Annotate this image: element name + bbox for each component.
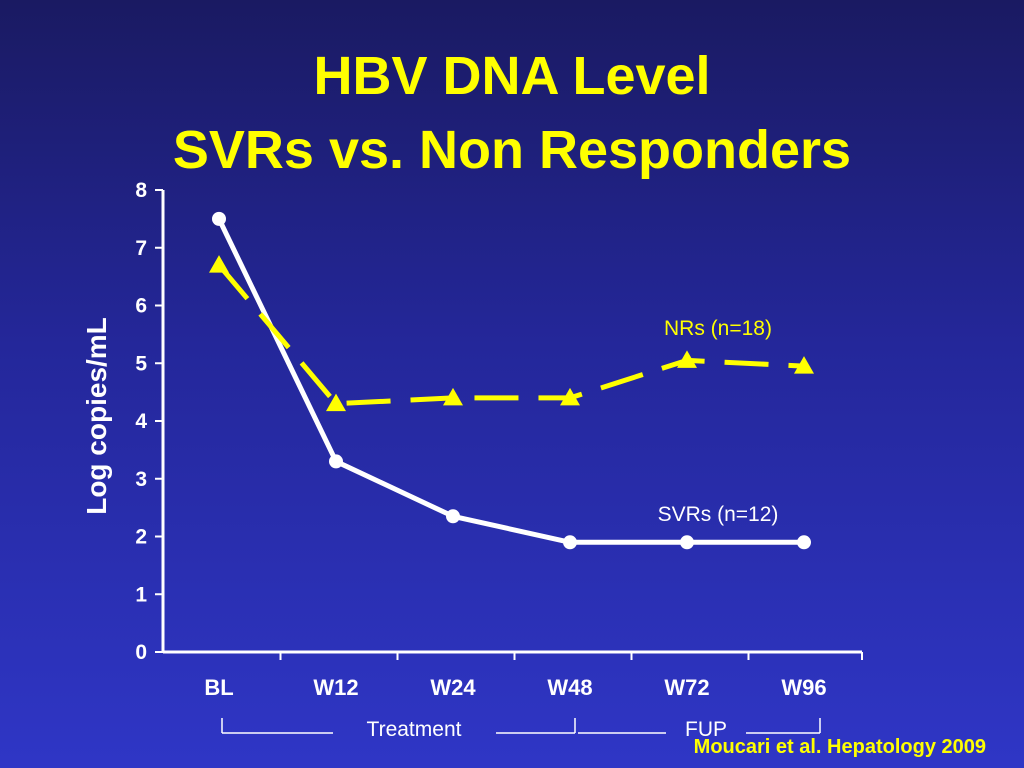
nr-data-point <box>326 393 346 412</box>
nr-series-label: NRs (n=18) <box>664 317 772 340</box>
x-tick-label: W48 <box>547 675 592 700</box>
x-tick-label: W96 <box>781 675 826 700</box>
y-tick-label: 8 <box>135 179 147 202</box>
svr-data-point <box>329 454 343 469</box>
svr-data-point <box>797 535 811 550</box>
y-tick-label: 5 <box>135 352 147 375</box>
nr-data-point <box>443 387 463 406</box>
nr-data-point <box>560 387 580 406</box>
x-tick-label: BL <box>204 675 233 700</box>
nr-data-point <box>209 255 229 273</box>
title-line-1: HBV DNA Level <box>313 46 711 106</box>
y-tick-label: 2 <box>135 526 147 549</box>
y-tick-label: 1 <box>135 583 147 606</box>
svr-series-label: SVRs (n=12) <box>658 503 779 526</box>
nr-series-line <box>217 263 805 407</box>
y-tick-label: 3 <box>135 468 147 491</box>
svr-data-point <box>563 535 577 550</box>
y-axis-label: Log copies/mL <box>81 317 112 515</box>
treatment-period-label: Treatment <box>367 718 462 741</box>
citation: Moucari et al. Hepatology 2009 <box>693 736 986 758</box>
title-line-2: SVRs vs. Non Responders <box>172 120 852 180</box>
fup-period-label: FUP <box>685 718 727 741</box>
nr-data-point <box>794 356 814 374</box>
x-tick-label: W12 <box>313 675 358 700</box>
svr-data-point <box>446 509 460 524</box>
y-tick-label: 4 <box>135 410 147 433</box>
svr-data-point <box>680 535 694 550</box>
svr-series-line <box>216 217 804 545</box>
x-tick-label: W24 <box>430 675 476 700</box>
svr-data-point <box>212 211 226 226</box>
nr-data-point <box>677 350 697 368</box>
y-tick-label: 7 <box>135 237 147 260</box>
y-tick-label: 6 <box>135 295 147 318</box>
y-tick-label: 0 <box>135 641 147 664</box>
x-tick-label: W72 <box>664 675 709 700</box>
